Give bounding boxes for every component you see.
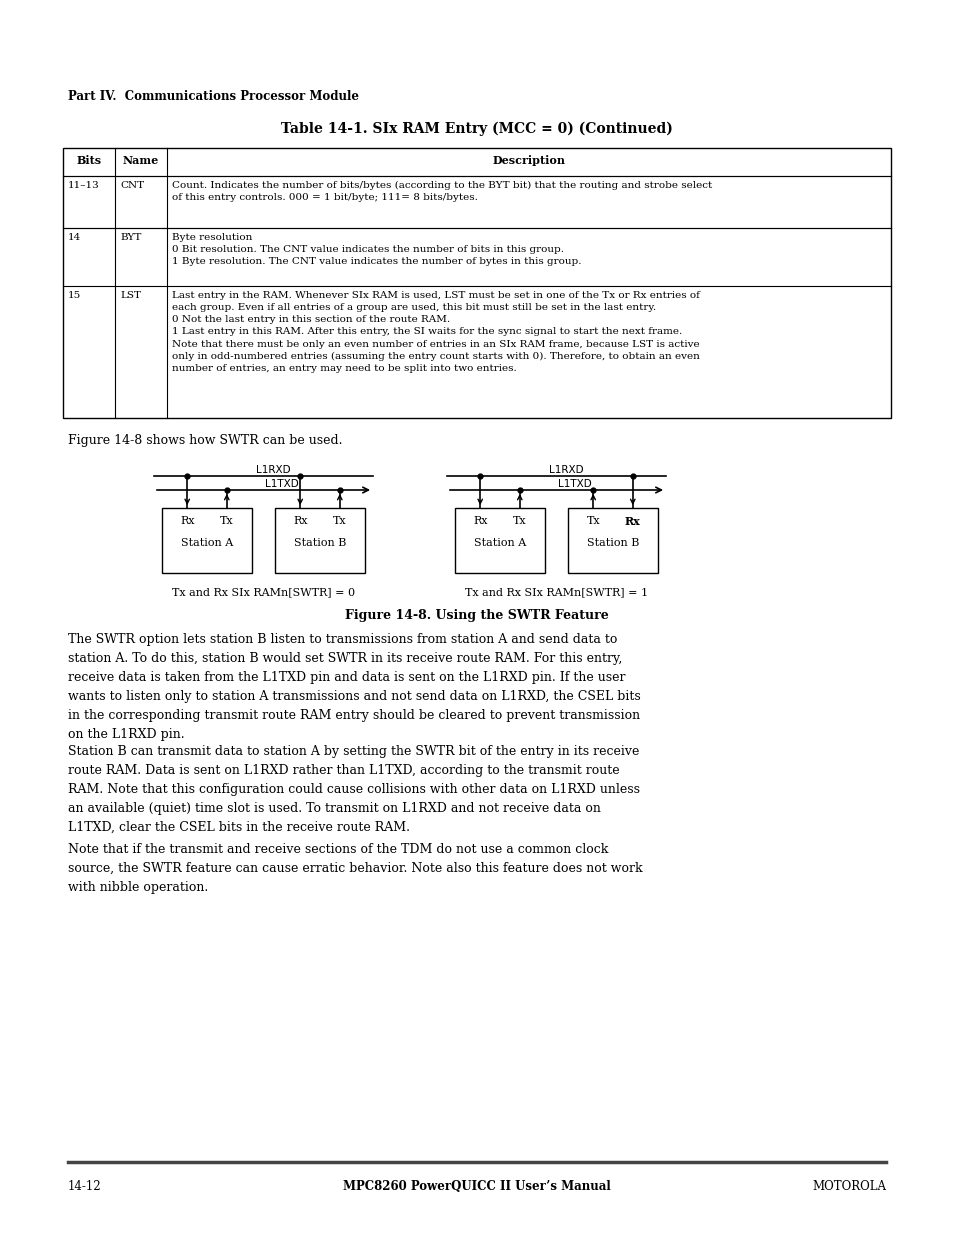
Text: Station B: Station B [294,538,346,548]
Text: L1TXD: L1TXD [558,479,591,489]
Text: Name: Name [123,156,159,165]
Text: Rx: Rx [473,516,487,526]
Text: Station B can transmit data to station A by setting the SWTR bit of the entry in: Station B can transmit data to station A… [68,745,639,834]
Text: Table 14-1. SIx RAM Entry (MCC = 0) (Continued): Table 14-1. SIx RAM Entry (MCC = 0) (Con… [281,122,672,136]
Text: MOTOROLA: MOTOROLA [811,1179,885,1193]
Text: Tx and Rx SIx RAMn[SWTR] = 0: Tx and Rx SIx RAMn[SWTR] = 0 [172,587,355,597]
Text: 14-12: 14-12 [68,1179,102,1193]
Text: Rx: Rx [180,516,194,526]
Bar [274,508,365,573]
Text: Figure 14-8. Using the SWTR Feature: Figure 14-8. Using the SWTR Feature [345,609,608,622]
Text: Tx: Tx [586,516,599,526]
Text: L1TXD: L1TXD [264,479,298,489]
Text: L1RXD: L1RXD [256,466,291,475]
Text: Note that if the transmit and receive sections of the TDM do not use a common cl: Note that if the transmit and receive se… [68,844,642,894]
Text: Station B: Station B [586,538,639,548]
Bar [567,508,658,573]
Text: Station A: Station A [474,538,525,548]
Text: Tx: Tx [333,516,346,526]
Text: Description: Description [492,156,565,165]
Text: Byte resolution
0 Bit resolution. The CNT value indicates the number of bits in : Byte resolution 0 Bit resolution. The CN… [172,233,581,267]
Text: CNT: CNT [120,182,144,190]
Text: Tx and Rx SIx RAMn[SWTR] = 1: Tx and Rx SIx RAMn[SWTR] = 1 [464,587,647,597]
Text: Count. Indicates the number of bits/bytes (according to the BYT bit) that the ro: Count. Indicates the number of bits/byte… [172,182,712,203]
Text: Figure 14-8 shows how SWTR can be used.: Figure 14-8 shows how SWTR can be used. [68,433,342,447]
Text: BYT: BYT [120,233,141,242]
Bar [162,508,252,573]
Text: Rx: Rx [624,516,640,527]
Text: L1RXD: L1RXD [549,466,583,475]
Text: Station A: Station A [181,538,233,548]
Text: 15: 15 [68,291,81,300]
Text: Bits: Bits [76,156,101,165]
Text: LST: LST [120,291,141,300]
Text: Last entry in the RAM. Whenever SIx RAM is used, LST must be set in one of the T: Last entry in the RAM. Whenever SIx RAM … [172,291,700,373]
Text: MPC8260 PowerQUICC II User’s Manual: MPC8260 PowerQUICC II User’s Manual [343,1179,610,1193]
Text: The SWTR option lets station B listen to transmissions from station A and send d: The SWTR option lets station B listen to… [68,634,640,741]
Bar [455,508,544,573]
Text: Rx: Rx [293,516,307,526]
Text: Part IV.  Communications Processor Module: Part IV. Communications Processor Module [68,90,358,103]
Text: 11–13: 11–13 [68,182,100,190]
Text: Tx: Tx [220,516,233,526]
Bar [63,148,890,417]
Text: 14: 14 [68,233,81,242]
Text: Tx: Tx [513,516,526,526]
